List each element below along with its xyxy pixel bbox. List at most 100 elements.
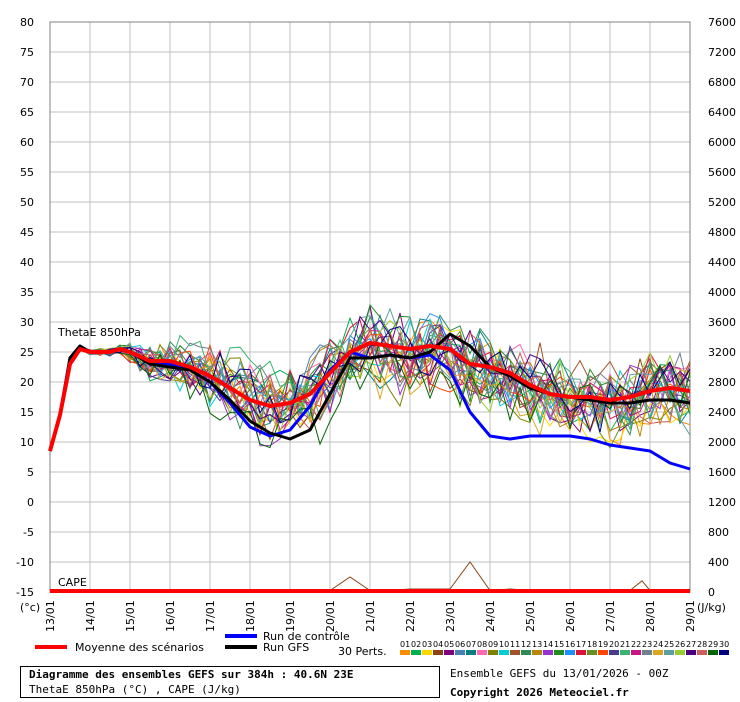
y-left-tick: 65 — [20, 106, 34, 119]
pert-label: 13 — [532, 640, 542, 649]
y-left-tick: 15 — [20, 406, 34, 419]
pert-label: 22 — [631, 640, 641, 649]
pert-label: 12 — [521, 640, 531, 649]
y-right-tick: 4000 — [708, 286, 736, 299]
y-right-tick: 5600 — [708, 166, 736, 179]
pert-swatch — [411, 650, 421, 655]
y-left-tick: 60 — [20, 136, 34, 149]
cape-label: CAPE — [58, 576, 87, 589]
run-label: Ensemble GEFS du 13/01/2026 - 00Z — [450, 667, 669, 680]
x-tick: 16/01 — [164, 600, 177, 632]
pert-label: 21 — [620, 640, 630, 649]
x-tick: 18/01 — [244, 600, 257, 632]
pert-label: 01 — [400, 640, 410, 649]
pert-swatch — [675, 650, 685, 655]
pert-swatch — [719, 650, 729, 655]
x-axis: 13/01 14/01 15/01 16/01 17/01 18/01 19/01 20/01… — [44, 600, 697, 632]
legend-gfs: Run GFS — [263, 641, 309, 654]
pert-label: 14 — [543, 640, 553, 649]
x-tick: 26/01 — [564, 600, 577, 632]
x-tick: 17/01 — [204, 600, 217, 632]
x-tick: 22/01 — [404, 600, 417, 632]
chart-title: Diagramme des ensembles GEFS sur 384h : … — [29, 668, 354, 681]
y-left-tick: 30 — [20, 316, 34, 329]
y-right-tick: 1200 — [708, 496, 736, 509]
y-left-tick: 0 — [27, 496, 34, 509]
y-right-tick: 4800 — [708, 226, 736, 239]
pert-label: 02 — [411, 640, 421, 649]
y-left-tick: 25 — [20, 346, 34, 359]
pert-swatch — [477, 650, 487, 655]
footer-box: Diagramme des ensembles GEFS sur 384h : … — [20, 666, 440, 698]
x-tick: 14/01 — [84, 600, 97, 632]
pert-line — [49, 315, 691, 452]
pert-swatch — [653, 650, 663, 655]
pert-line — [49, 323, 691, 452]
pert-swatch — [543, 650, 553, 655]
y-right-tick: 0 — [708, 586, 715, 599]
pert-label: 08 — [477, 640, 487, 649]
y-left-tick: 50 — [20, 196, 34, 209]
pert-label: 23 — [642, 640, 652, 649]
y-left-tick: 80 — [20, 16, 34, 29]
pert-label: 11 — [510, 640, 520, 649]
pert-swatch — [554, 650, 564, 655]
pert-swatch — [499, 650, 509, 655]
legend-perts: 30 Perts. — [338, 645, 387, 658]
pert-swatch — [642, 650, 652, 655]
pert-swatch — [400, 650, 410, 655]
pert-swatch — [697, 650, 707, 655]
y-right-tick: 3200 — [708, 346, 736, 359]
legend-mean: Moyenne des scénarios — [75, 641, 204, 654]
y-right-tick: 6000 — [708, 136, 736, 149]
pert-swatch — [466, 650, 476, 655]
pert-label: 27 — [686, 640, 696, 649]
pert-label: 19 — [598, 640, 608, 649]
pert-swatch — [565, 650, 575, 655]
x-tick: 15/01 — [124, 600, 137, 632]
x-tick: 23/01 — [444, 600, 457, 632]
pert-swatch — [609, 650, 619, 655]
pert-swatch — [488, 650, 498, 655]
y-right-tick: 1600 — [708, 466, 736, 479]
y-left-tick: 5 — [27, 466, 34, 479]
pert-swatch — [598, 650, 608, 655]
pert-label: 29 — [708, 640, 718, 649]
pert-label: 20 — [609, 640, 619, 649]
x-tick: 27/01 — [604, 600, 617, 632]
x-tick: 28/01 — [644, 600, 657, 632]
pert-swatch — [576, 650, 586, 655]
pert-legend: 01 02 03 04 05 06 07 08 09 10 11 12 13 14 15 16 17 18 19 20… — [400, 640, 729, 655]
pert-swatch — [664, 650, 674, 655]
y-right-tick: 6800 — [708, 76, 736, 89]
pert-label: 17 — [576, 640, 586, 649]
pert-label: 07 — [466, 640, 476, 649]
copyright: Copyright 2026 Meteociel.fr — [450, 686, 629, 699]
footer-right: Ensemble GEFS du 13/01/2026 - 00Z Copyri… — [450, 664, 669, 702]
y-left-tick: 75 — [20, 46, 34, 59]
y-left-tick: -15 — [16, 586, 34, 599]
pert-label: 30 — [719, 640, 729, 649]
pert-swatch — [521, 650, 531, 655]
y-left-tick: 55 — [20, 166, 34, 179]
y-right-tick: 4400 — [708, 256, 736, 269]
pert-swatch — [587, 650, 597, 655]
pert-label: 18 — [587, 640, 597, 649]
main-lines — [48, 332, 691, 471]
pert-swatch — [686, 650, 696, 655]
thetae-label: ThetaE 850hPa — [57, 326, 141, 339]
y-left-tick: -5 — [23, 526, 34, 539]
pert-label: 25 — [664, 640, 674, 649]
pert-swatch — [708, 650, 718, 655]
y-left-tick: 45 — [20, 226, 34, 239]
y-right-tick: 2000 — [708, 436, 736, 449]
y-right-tick: 7600 — [708, 16, 736, 29]
x-tick: 21/01 — [364, 600, 377, 632]
pert-label: 26 — [675, 640, 685, 649]
y-right-tick: 3600 — [708, 316, 736, 329]
pert-swatch — [620, 650, 630, 655]
x-tick: 20/01 — [324, 600, 337, 632]
pert-swatch — [631, 650, 641, 655]
